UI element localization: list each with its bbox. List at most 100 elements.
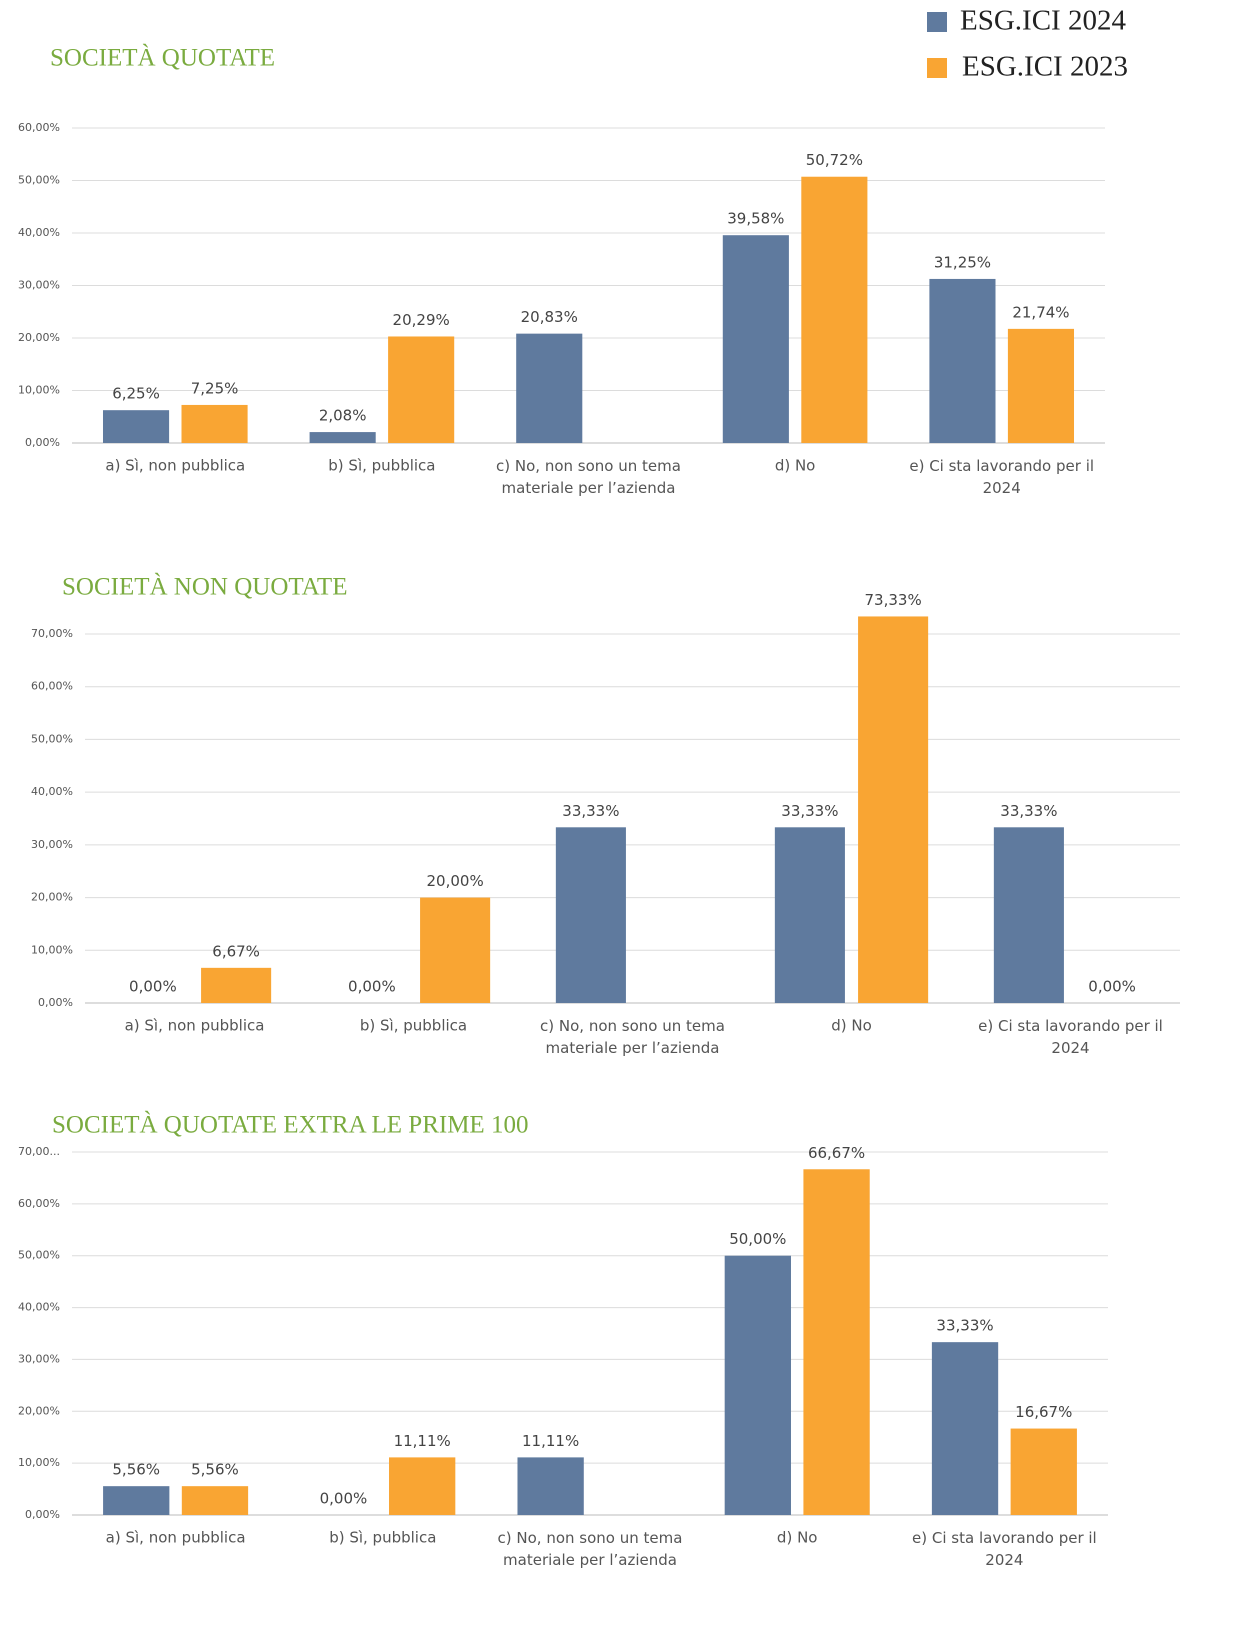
value-label: 0,00% xyxy=(1088,978,1136,996)
value-label: 73,33% xyxy=(865,591,922,609)
x-tick-label: e) Ci sta lavorando per il 2024 xyxy=(909,457,1094,497)
value-label: 39,58% xyxy=(727,210,784,228)
x-tick-line: materiale per l’azienda xyxy=(546,1039,720,1057)
value-label: 6,67% xyxy=(212,942,260,960)
y-tick-label: 30,00% xyxy=(31,838,73,851)
x-tick-line: 2024 xyxy=(985,1551,1023,1569)
x-tick-label: d) No xyxy=(831,1017,872,1035)
value-label: 33,33% xyxy=(1000,802,1057,820)
value-label: 7,25% xyxy=(191,379,239,397)
value-label: 33,33% xyxy=(936,1317,993,1335)
x-tick-label: b) Sì, pubblica xyxy=(328,457,435,475)
bar xyxy=(803,1169,870,1515)
bar xyxy=(931,1342,999,1515)
bar xyxy=(858,616,929,1003)
x-tick-label: a) Sì, non pubblica xyxy=(106,1529,246,1547)
bar xyxy=(929,278,996,443)
y-tick-label: 0,00% xyxy=(25,1508,60,1521)
y-tick-label: 10,00% xyxy=(31,943,73,956)
chart-title: SOCIETÀ QUOTATE xyxy=(50,44,275,72)
value-label: 50,00% xyxy=(729,1230,786,1248)
x-tick-line: 2024 xyxy=(983,479,1021,497)
bar xyxy=(724,1255,791,1515)
value-label: 33,33% xyxy=(562,802,619,820)
x-tick-line: materiale per l’azienda xyxy=(503,1551,677,1569)
bar xyxy=(181,1486,249,1515)
bar xyxy=(993,827,1064,1003)
bar xyxy=(555,827,626,1003)
bar xyxy=(389,1457,456,1515)
y-tick-label: 40,00% xyxy=(18,226,60,239)
y-tick-label: 30,00% xyxy=(18,1352,60,1365)
y-tick-label: 0,00% xyxy=(38,996,73,1009)
y-tick-label: 70,00% xyxy=(31,627,73,640)
x-tick-line: materiale per l’azienda xyxy=(502,479,676,497)
bar xyxy=(517,1457,584,1515)
x-tick-label: d) No xyxy=(775,457,816,475)
x-tick-label: a) Sì, non pubblica xyxy=(105,457,245,475)
y-tick-label: 0,00% xyxy=(25,436,60,449)
value-label: 5,56% xyxy=(191,1461,239,1479)
y-tick-label: 40,00% xyxy=(31,785,73,798)
x-tick-line: c) No, non sono un tema xyxy=(498,1529,683,1547)
y-tick-label: 50,00% xyxy=(18,174,60,187)
x-tick-label: e) Ci sta lavorando per il 2024 xyxy=(978,1017,1163,1057)
bar xyxy=(388,336,455,443)
x-tick-label: b) Sì, pubblica xyxy=(329,1529,436,1547)
value-label: 16,67% xyxy=(1015,1403,1072,1421)
x-tick-label: c) No, non sono un tema materiale per l’a… xyxy=(498,1529,683,1569)
bar xyxy=(103,1486,170,1515)
x-tick-label: c) No, non sono un tema materiale per l’a… xyxy=(496,457,681,497)
x-tick-label: e) Ci sta lavorando per il 2024 xyxy=(912,1529,1097,1569)
x-tick-line: c) No, non sono un tema xyxy=(540,1017,725,1035)
legend-label: ESG.ICI 2024 xyxy=(960,5,1126,37)
y-tick-label: 60,00% xyxy=(31,680,73,693)
value-label: 11,11% xyxy=(522,1432,579,1450)
value-label: 66,67% xyxy=(808,1144,865,1162)
y-tick-label: 10,00% xyxy=(18,384,60,397)
x-tick-label: d) No xyxy=(777,1529,818,1547)
bar xyxy=(1010,1428,1077,1515)
value-label: 0,00% xyxy=(320,1490,368,1508)
y-tick-label: 60,00% xyxy=(18,1197,60,1210)
bar xyxy=(801,176,868,443)
y-tick-label: 20,00% xyxy=(18,331,60,344)
y-tick-label: 70,00... xyxy=(18,1145,60,1158)
value-label: 33,33% xyxy=(781,802,838,820)
y-tick-label: 20,00% xyxy=(31,891,73,904)
y-tick-label: 10,00% xyxy=(18,1456,60,1469)
value-label: 2,08% xyxy=(319,407,367,425)
bar xyxy=(181,404,248,443)
x-tick-line: e) Ci sta lavorando per il xyxy=(912,1529,1097,1547)
y-tick-label: 20,00% xyxy=(18,1404,60,1417)
chart-title: SOCIETÀ NON QUOTATE xyxy=(62,573,347,601)
value-label: 20,00% xyxy=(427,872,484,890)
legend-label: ESG.ICI 2023 xyxy=(962,51,1128,83)
x-tick-line: 2024 xyxy=(1051,1039,1089,1057)
legend-swatch xyxy=(927,58,947,78)
x-tick-line: c) No, non sono un tema xyxy=(496,457,681,475)
y-tick-label: 50,00% xyxy=(18,1249,60,1262)
y-tick-label: 30,00% xyxy=(18,279,60,292)
bar xyxy=(722,235,789,443)
value-label: 6,25% xyxy=(112,385,160,403)
bar xyxy=(102,410,170,443)
y-tick-label: 50,00% xyxy=(31,732,73,745)
bar xyxy=(774,827,845,1003)
value-label: 50,72% xyxy=(806,151,863,169)
bar xyxy=(201,967,272,1003)
value-label: 11,11% xyxy=(394,1432,451,1450)
x-tick-label: a) Sì, non pubblica xyxy=(125,1017,265,1035)
value-label: 31,25% xyxy=(934,253,991,271)
x-tick-label: c) No, non sono un tema materiale per l’a… xyxy=(540,1017,725,1057)
bar xyxy=(309,432,376,443)
x-tick-line: e) Ci sta lavorando per il xyxy=(909,457,1094,475)
value-label: 20,83% xyxy=(521,308,578,326)
x-tick-line: e) Ci sta lavorando per il xyxy=(978,1017,1163,1035)
bar xyxy=(420,897,491,1003)
value-label: 20,29% xyxy=(393,311,450,329)
value-label: 5,56% xyxy=(112,1461,160,1479)
bar xyxy=(1007,328,1075,443)
value-label: 21,74% xyxy=(1012,303,1069,321)
